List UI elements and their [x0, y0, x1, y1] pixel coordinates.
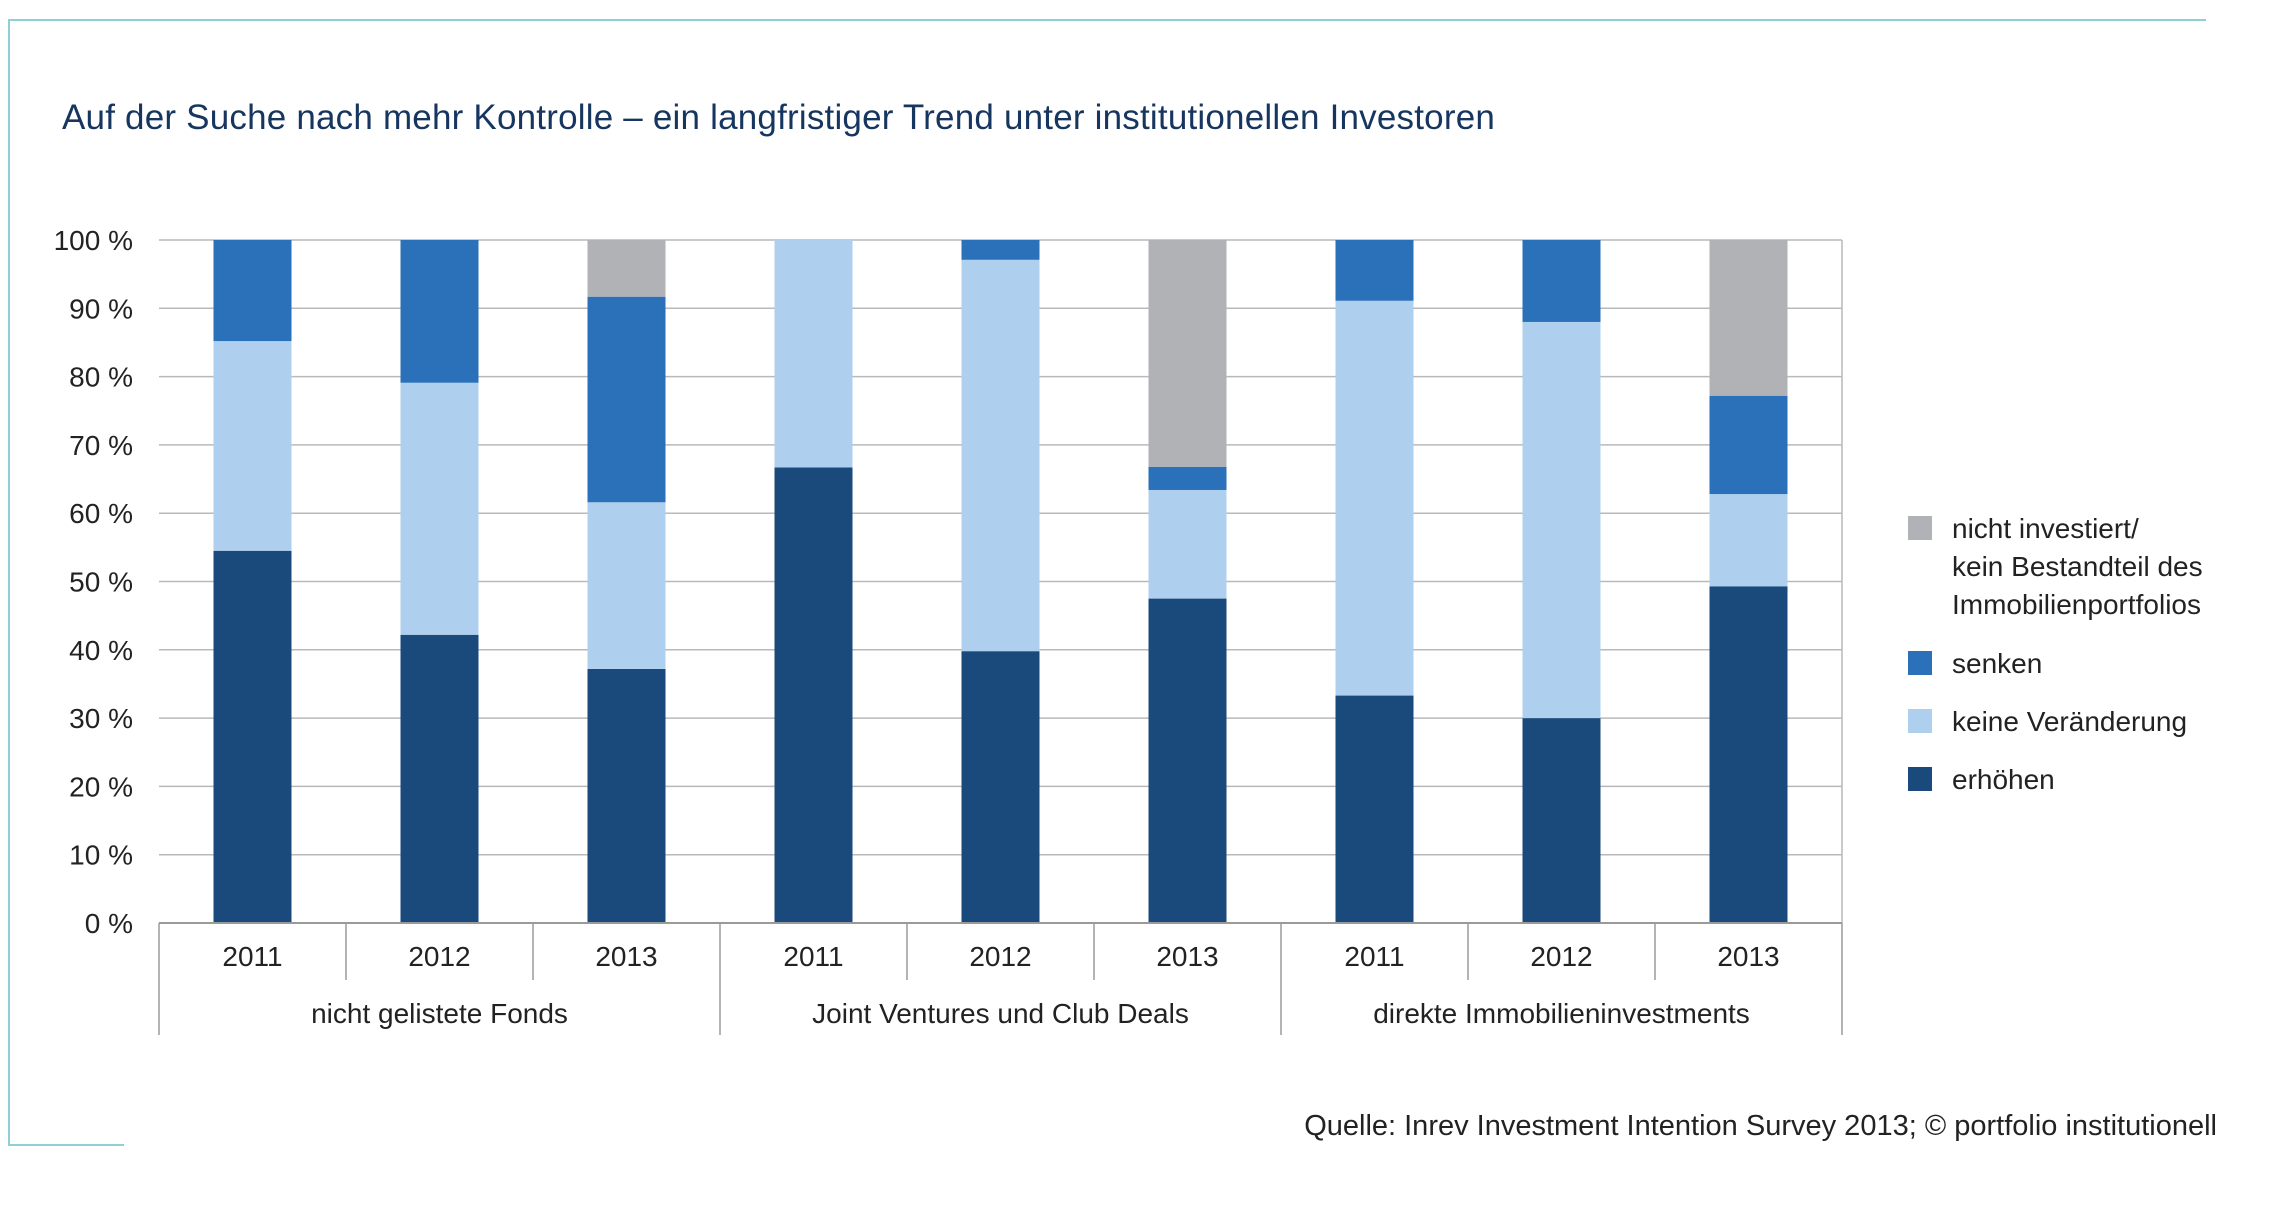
- bar-segment: [587, 296, 666, 503]
- x-tick-label: 2011: [222, 941, 282, 972]
- bar-segment: [1709, 586, 1788, 923]
- bar-segment: [587, 668, 666, 923]
- bar-segment: [587, 240, 666, 297]
- bar-segment: [400, 382, 479, 635]
- bar-segment: [1148, 489, 1227, 599]
- bar-segment: [1522, 718, 1601, 923]
- axis-layer: 0 % 10 % 20 % 30 % 40 % 50 % 60 % 70 % 80 % 90 % 1…: [54, 225, 1843, 1035]
- bar-segment: [961, 259, 1040, 652]
- bar-segment: [1148, 598, 1227, 923]
- x-tick-label: 2012: [1530, 941, 1592, 972]
- y-tick-label: 80 %: [69, 362, 133, 393]
- bar-segment: [1709, 494, 1788, 587]
- y-tick-label: 0 %: [85, 908, 133, 939]
- bar-segment: [400, 634, 479, 923]
- legend-swatch: [1908, 767, 1932, 791]
- y-tick-label: 100 %: [54, 225, 133, 256]
- legend-label: nicht investiert/: [1952, 513, 2139, 544]
- source-note: Quelle: Inrev Investment Intention Surve…: [1304, 1110, 2217, 1142]
- legend-swatch: [1908, 709, 1932, 733]
- bar-segment: [774, 467, 853, 923]
- x-tick-label: 2012: [969, 941, 1031, 972]
- bar-segment: [961, 651, 1040, 923]
- x-tick-label: 2012: [408, 941, 470, 972]
- y-tick-label: 70 %: [69, 430, 133, 461]
- chart-title: Auf der Suche nach mehr Kontrolle – ein …: [62, 98, 1496, 137]
- bar-segment: [1148, 466, 1227, 490]
- bar-segment: [213, 550, 292, 923]
- bar-segment: [1335, 240, 1414, 301]
- legend-label: senken: [1952, 648, 2042, 679]
- frame-left-border: [8, 19, 10, 1145]
- group-label: direkte Immobilieninvestments: [1373, 998, 1750, 1029]
- bars-layer: [213, 240, 1788, 923]
- bar-segment: [1522, 321, 1601, 719]
- group-label: nicht gelistete Fonds: [311, 998, 568, 1029]
- bar-segment: [587, 502, 666, 669]
- y-tick-label: 50 %: [69, 567, 133, 598]
- bar-segment: [961, 240, 1040, 260]
- group-label: Joint Ventures und Club Deals: [812, 998, 1189, 1029]
- x-tick-label: 2011: [783, 941, 843, 972]
- frame-top-border: [8, 19, 2206, 21]
- bar-segment: [400, 240, 479, 383]
- y-tick-label: 30 %: [69, 703, 133, 734]
- x-tick-label: 2013: [1156, 941, 1218, 972]
- legend-swatch: [1908, 516, 1932, 540]
- legend-swatch: [1908, 651, 1932, 675]
- legend: nicht investiert/kein Bestandteil des Imm…: [1908, 513, 2203, 795]
- bar-segment: [774, 240, 853, 468]
- bar-segment: [1709, 240, 1788, 396]
- y-tick-label: 20 %: [69, 771, 133, 802]
- bar-segment: [1522, 240, 1601, 322]
- bar-segment: [1709, 395, 1788, 495]
- bar-segment: [1335, 300, 1414, 696]
- x-tick-label: 2013: [1717, 941, 1779, 972]
- x-tick-label: 2011: [1344, 941, 1404, 972]
- y-tick-label: 60 %: [69, 498, 133, 529]
- bar-segment: [1148, 240, 1227, 467]
- bar-segment: [1335, 695, 1414, 923]
- y-tick-label: 10 %: [69, 840, 133, 871]
- legend-label: kein Bestandteil des: [1952, 551, 2203, 582]
- y-tick-label: 40 %: [69, 635, 133, 666]
- legend-label: erhöhen: [1952, 764, 2055, 795]
- frame-bottom-border: [8, 1144, 124, 1146]
- legend-label: Immobilienportfolios: [1952, 589, 2201, 620]
- y-tick-label: 90 %: [69, 293, 133, 324]
- legend-label: keine Veränderung: [1952, 706, 2187, 737]
- bar-segment: [213, 341, 292, 551]
- bar-segment: [213, 240, 292, 342]
- x-tick-label: 2013: [595, 941, 657, 972]
